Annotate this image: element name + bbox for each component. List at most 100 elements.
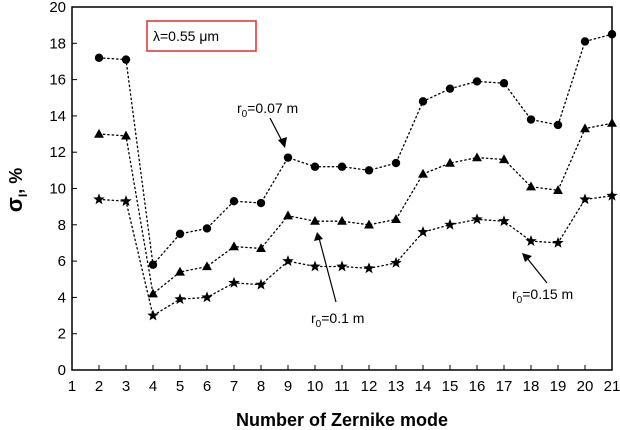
data-point [390, 256, 402, 268]
x-tick-label: 8 [257, 378, 265, 395]
x-tick-label: 13 [388, 378, 405, 395]
data-point [175, 266, 185, 276]
x-tick-label: 21 [604, 378, 620, 395]
data-point [337, 215, 347, 225]
arrow-r0-0.07-line [269, 117, 284, 144]
annotation-r0-0.07: r0=0.07 m [237, 100, 298, 120]
series-line [98, 195, 613, 317]
arrow-r0-0.07-head [278, 137, 287, 148]
lambda-annotation: λ=0.55 μm [153, 28, 219, 44]
arrow-r0-0.1-line [318, 237, 337, 303]
data-point [525, 235, 537, 246]
data-point [174, 293, 186, 305]
series-circle [94, 30, 617, 269]
annotation-r0-0.15-sub: 0 [517, 295, 523, 306]
x-tick-label: 6 [203, 378, 211, 395]
data-point [418, 168, 428, 178]
y-tick-label: 4 [58, 289, 66, 306]
data-point [417, 226, 429, 237]
x-tick-label: 2 [95, 378, 103, 395]
x-tick-label: 7 [230, 378, 238, 395]
y-tick-label: 16 [49, 72, 66, 89]
annotation-r0-0.15: r0=0.15 m [512, 286, 573, 306]
data-point [121, 130, 131, 140]
data-point [202, 261, 212, 271]
annotation-arrows [269, 117, 548, 303]
data-point [148, 260, 158, 269]
data-point [309, 260, 321, 272]
series-triangle [94, 117, 617, 298]
x-tick-label: 12 [361, 378, 378, 395]
y-axis-title: σI, % [2, 168, 30, 212]
x-tick-label: 17 [496, 378, 513, 395]
x-tick-label: 4 [149, 378, 157, 395]
data-point [607, 30, 617, 39]
x-axis: 1 2 3 4 5 6 7 8 9 10 11 12 13 14 15 16 17 18 19 20 21 [68, 365, 620, 395]
arrow-r0-0.15-line [526, 257, 548, 284]
x-tick-label: 20 [577, 378, 594, 395]
data-point [283, 210, 293, 220]
data-point [444, 218, 456, 230]
data-point [364, 166, 374, 175]
data-point [337, 162, 347, 171]
data-point [256, 243, 266, 253]
data-point [553, 185, 563, 194]
data-point [445, 84, 455, 93]
annotation-r0-0.1-rest: =0.1 m [321, 310, 364, 326]
x-axis-title: Number of Zernike mode [236, 410, 448, 430]
annotation-r0-0.1-sub: 0 [316, 319, 322, 330]
data-point [607, 117, 617, 127]
x-tick-label: 9 [284, 378, 292, 395]
y-tick-label: 8 [58, 217, 66, 234]
series-line [98, 33, 613, 267]
y-tick-label: 6 [58, 253, 66, 270]
y-axis-title-rest: , % [6, 168, 26, 194]
x-tick-label: 10 [307, 378, 324, 395]
x-tick-label: 3 [122, 378, 130, 395]
y-tick-label: 12 [49, 144, 66, 161]
data-point [229, 241, 239, 251]
data-point [363, 262, 375, 274]
data-point [93, 193, 105, 205]
series-layer [93, 30, 618, 321]
data-point [202, 224, 212, 233]
data-point [498, 215, 510, 226]
data-point [553, 120, 563, 130]
data-point [472, 77, 482, 86]
data-point [336, 260, 348, 272]
x-tick-label: 1 [68, 378, 76, 395]
x-tick-label: 15 [442, 378, 459, 395]
data-point [606, 189, 618, 201]
data-point [229, 197, 239, 206]
data-point [391, 158, 401, 168]
annotation-r0-0.1-r: r [311, 310, 316, 326]
y-tick-label: 18 [49, 35, 66, 52]
data-point [175, 229, 185, 239]
data-point [471, 213, 483, 225]
data-point [580, 37, 590, 46]
data-point [579, 193, 591, 205]
x-tick-label: 14 [415, 378, 432, 395]
y-tick-label: 0 [58, 362, 66, 379]
data-point [201, 291, 213, 303]
data-point [499, 154, 509, 164]
data-point [94, 128, 104, 138]
data-point [526, 115, 536, 124]
y-axis: 0 2 4 6 8 10 12 14 16 18 20 [49, 0, 77, 379]
data-point [499, 79, 509, 88]
data-point [445, 157, 455, 167]
data-point [228, 276, 240, 288]
data-point [283, 153, 293, 162]
arrow-r0-0.15-head [522, 253, 532, 262]
data-point [121, 55, 131, 64]
y-axis-title-main: σ [2, 197, 27, 212]
annotation-r0-0.15-rest: =0.15 m [522, 286, 573, 302]
y-tick-label: 20 [49, 0, 66, 16]
data-point [472, 152, 482, 162]
annotation-r0-0.07-sub: 0 [242, 109, 248, 120]
annotation-r0-0.07-rest: =0.07 m [247, 100, 298, 116]
x-tick-label: 19 [550, 378, 567, 395]
data-point [418, 97, 428, 106]
annotation-r0-0.15-r: r [512, 286, 517, 302]
